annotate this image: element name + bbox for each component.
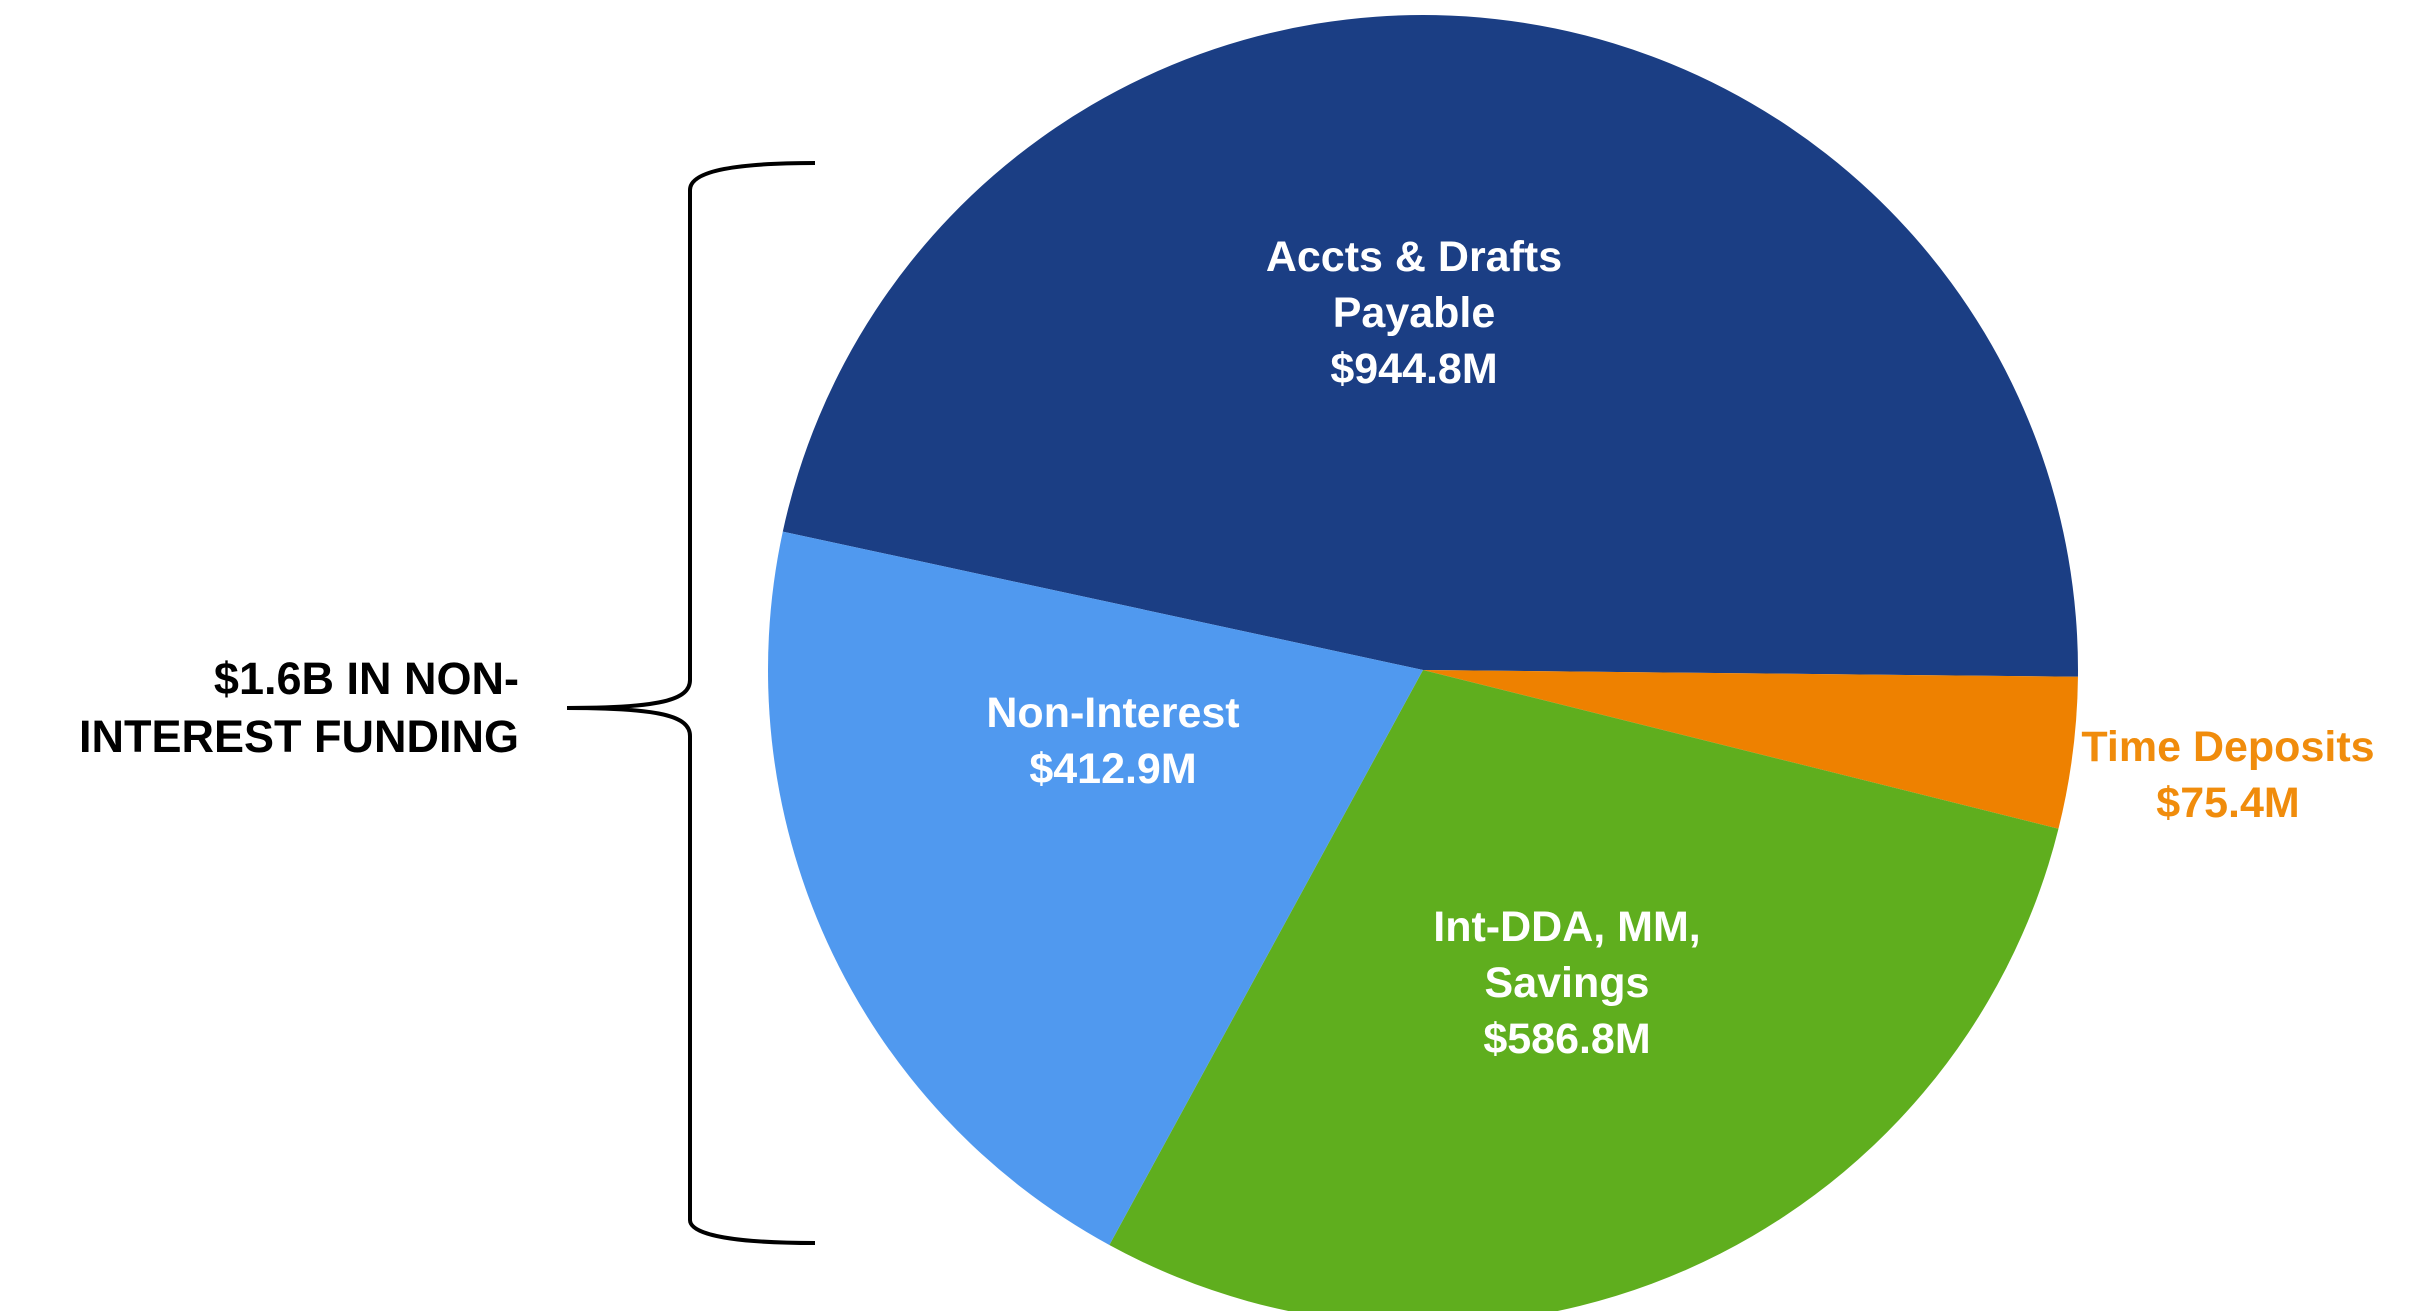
slice-label: Accts & Drafts Payable $944.8M	[1234, 229, 1594, 397]
pie-slice	[1109, 670, 2059, 1311]
slice-value: $586.8M	[1483, 1015, 1651, 1063]
pie-slice	[1423, 670, 2078, 829]
slice-name: Time Deposits	[2081, 723, 2375, 771]
pie-slice	[768, 531, 1423, 1246]
pie-slice	[782, 15, 2078, 677]
annotation: $1.6B IN NON-INTEREST FUNDING	[78, 653, 519, 762]
slice-value: $412.9M	[1029, 745, 1197, 793]
slice-value: $75.4M	[2156, 779, 2300, 827]
slice-name: Accts & Drafts Payable	[1265, 233, 1563, 337]
brace	[566, 161, 816, 1245]
slice-value: $944.8M	[1330, 345, 1498, 393]
slice-name: Non-Interest	[986, 689, 1240, 737]
slice-label: Int-DDA, MM, Savings $586.8M	[1397, 899, 1737, 1067]
slice-label: Non-Interest $412.9M	[943, 685, 1283, 797]
slice-name: Int-DDA, MM, Savings	[1433, 903, 1701, 1007]
slice-label: Time Deposits $75.4M	[2058, 719, 2398, 831]
